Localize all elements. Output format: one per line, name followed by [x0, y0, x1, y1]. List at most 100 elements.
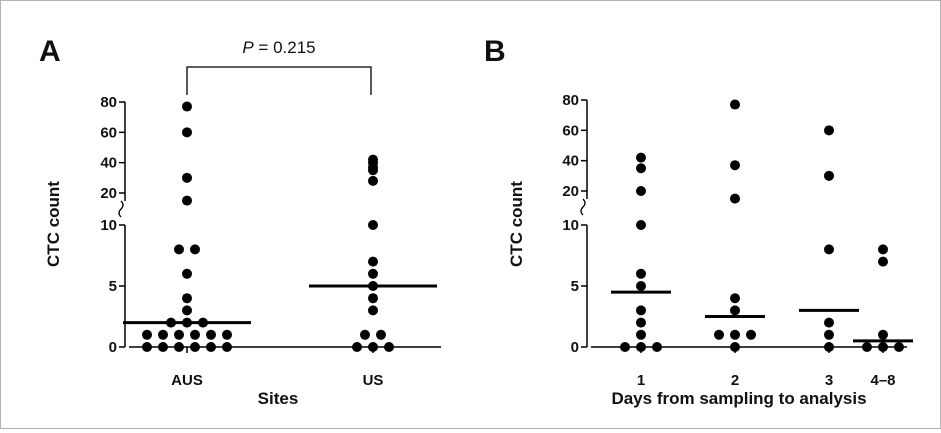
panel-b-data-point	[894, 342, 904, 352]
panel-a-data-point	[376, 329, 386, 340]
panel-a-axis-break	[118, 200, 124, 218]
panel-b-x-tick-label: 2	[731, 372, 739, 389]
panel-a-data-point	[174, 342, 184, 352]
panel-a-data-point	[142, 342, 152, 352]
panel-a-xlabel: Sites	[258, 389, 299, 408]
panel-a-data-point	[190, 244, 200, 255]
panel-b-data-point	[824, 342, 834, 352]
panel-b-data-point	[824, 244, 834, 255]
panel-b-x-tick-label: 3	[825, 372, 833, 389]
panel-b-data-point	[652, 342, 662, 352]
panel-a-y-tick-label: 10	[100, 217, 117, 234]
panel-a-data-point	[182, 195, 192, 206]
panel-a-data-point	[368, 293, 378, 304]
panel-b-data-point	[878, 329, 888, 340]
panel-a-data-point	[182, 127, 192, 138]
panel-a-x-tick-label: AUS	[171, 372, 203, 389]
panel-b-data-point	[824, 317, 834, 328]
p-value-annotation: P = 0.215	[242, 38, 315, 57]
panel-a-data-point	[222, 329, 232, 340]
p-value-text: = 0.215	[254, 38, 316, 57]
panel-a-y-tick-label: 0	[109, 339, 117, 356]
panel-a-data-point	[368, 305, 378, 316]
panel-b-data-point	[636, 281, 646, 291]
panel-a-data-point	[182, 101, 192, 112]
panel-a-y-tick-label: 40	[100, 155, 117, 172]
panel-b-data-point	[730, 329, 740, 340]
panel-b-data-point	[730, 160, 740, 171]
panel-b-data-point	[824, 329, 834, 340]
panel-b-data-point	[636, 329, 646, 340]
panel-a-data-point	[352, 342, 362, 352]
panel-b-y-tick-label: 0	[571, 339, 579, 356]
panel-a-data-point	[368, 268, 378, 279]
panel-a-ylabel: CTC count	[44, 181, 63, 267]
panel-b-data-point	[730, 293, 740, 304]
panel-a-data-point	[368, 220, 378, 230]
panel-b-data-point	[636, 220, 646, 230]
panel-b-y-tick-label: 10	[562, 217, 579, 234]
panel-a-data-point	[182, 293, 192, 304]
panel-a-data-point	[222, 342, 232, 352]
panel-b-data-point	[636, 305, 646, 316]
panel-b-y-tick-label: 80	[562, 92, 579, 109]
panel-b-data-point	[620, 342, 630, 352]
panel-b-data-point	[862, 342, 872, 352]
panel-a-y-tick-label: 60	[100, 124, 117, 141]
panel-b-data-point	[636, 186, 646, 196]
panel-a-y-tick-label: 5	[109, 278, 117, 295]
panel-a-data-point	[158, 342, 168, 352]
panel-b-plot: 0 5 10 20 40 60 80 1 2 3 4–8	[562, 92, 913, 389]
p-value-symbol: P	[242, 38, 254, 57]
panel-b-data-point	[730, 305, 740, 316]
panel-b-y-tick-label: 5	[571, 278, 579, 295]
panel-a-y-tick-label: 80	[100, 94, 117, 111]
panel-b-data-point	[636, 317, 646, 328]
panel-b-x-tick-label: 4–8	[870, 372, 895, 389]
panel-b-data-point	[636, 152, 646, 163]
panel-b-ylabel: CTC count	[507, 181, 526, 267]
panel-a-data-point	[174, 244, 184, 255]
panel-b-data-point	[714, 329, 724, 340]
panel-b-data-point	[746, 329, 756, 340]
panel-b-data-point	[824, 125, 834, 136]
panel-b-data-point	[878, 244, 888, 255]
panel-a-data-point	[190, 342, 200, 352]
panel-b-data-point	[636, 268, 646, 279]
panel-b-x-tick-label: 1	[637, 372, 645, 389]
panel-a-data-point	[206, 342, 216, 352]
panel-b-data-point	[636, 163, 646, 174]
panel-a-data-point	[182, 268, 192, 279]
panel-a-plot: 0 5 10 20 40 60 80 AUS US	[100, 94, 441, 389]
panel-b-label: B	[484, 35, 506, 68]
panel-b-data-point	[878, 256, 888, 267]
panel-a-data-point	[142, 329, 152, 340]
panel-b-data-point	[730, 342, 740, 352]
panel-b-y-tick-label: 40	[562, 153, 579, 170]
panel-b-data-point	[878, 342, 888, 352]
panel-b-y-tick-label: 60	[562, 122, 579, 139]
panel-b-data-point	[730, 193, 740, 204]
panel-b-y-tick-label: 20	[562, 183, 579, 200]
significance-bracket	[186, 66, 372, 95]
panel-a-data-point	[174, 329, 184, 340]
panel-a-data-point	[158, 329, 168, 340]
panel-a-data-point	[368, 165, 378, 176]
panel-b-data-point	[824, 170, 834, 181]
panel-a-data-point	[182, 172, 192, 183]
panel-a-data-point	[360, 329, 370, 340]
panel-a-data-point	[368, 342, 378, 352]
panel-a-data-point	[384, 342, 394, 352]
panel-a-label: A	[39, 35, 61, 68]
panel-a-data-point	[182, 305, 192, 316]
panel-b-data-point	[636, 342, 646, 352]
panel-a-data-point	[190, 329, 200, 340]
panel-a-x-tick-label: US	[363, 372, 384, 389]
panel-a-y-tick-label: 20	[100, 185, 117, 202]
panel-b-data-point	[730, 99, 740, 110]
panel-a-data-point	[368, 175, 378, 186]
panel-a-data-point	[206, 329, 216, 340]
panel-a-data-point	[368, 256, 378, 267]
